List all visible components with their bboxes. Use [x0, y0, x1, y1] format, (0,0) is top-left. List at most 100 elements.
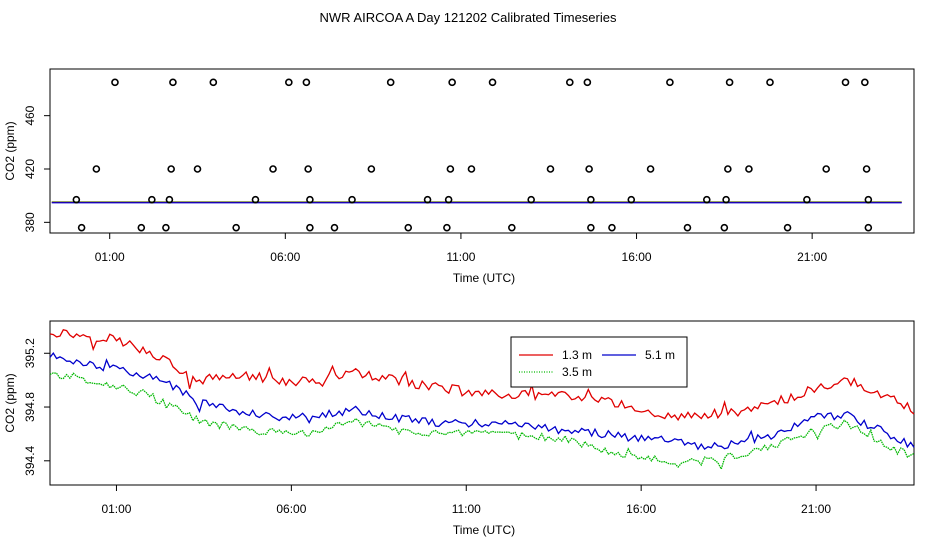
- calibration-point: [137, 223, 146, 232]
- chart-title: NWR AIRCOA A Day 121202 Calibrated Times…: [320, 10, 617, 25]
- bottom-x-tick-label: 16:00: [626, 502, 656, 516]
- calibration-point: [92, 165, 101, 173]
- bottom-x-axis: 01:00 06:00 11:00 16:00 21:00: [101, 485, 831, 516]
- calibration-point: [367, 165, 376, 173]
- top-series-lines: [51, 201, 902, 204]
- calibration-point: [162, 223, 170, 232]
- calibration-point: [724, 165, 732, 173]
- calibration-point: [608, 223, 616, 232]
- legend-box: [510, 336, 688, 388]
- calibration-point: [443, 223, 451, 232]
- calibration-point: [627, 195, 636, 204]
- calibration-point: [348, 195, 356, 204]
- legend-label-3-5m: 3.5 m: [562, 365, 592, 379]
- bottom-y-tick-label: 394.4: [23, 445, 37, 475]
- calibration-point: [285, 78, 293, 87]
- calibration-point: [330, 223, 339, 232]
- top-x-tick-label: 11:00: [446, 250, 475, 264]
- calibration-point: [702, 195, 711, 204]
- legend: 1.3 m 5.1 m 3.5 m: [510, 336, 688, 388]
- top-x-tick-label: 01:00: [95, 250, 125, 264]
- top-plot-frame: [49, 68, 915, 234]
- calibration-point: [193, 165, 202, 173]
- calibration-point: [165, 195, 174, 204]
- top-x-tick-label: 06:00: [270, 250, 300, 264]
- calibration-point: [302, 78, 311, 87]
- top-calibration-points: [72, 78, 873, 232]
- series-1-3m-line: [49, 329, 915, 422]
- calibration-point: [269, 165, 277, 173]
- top-y-tick-label: 420: [23, 159, 37, 179]
- calibration-point: [111, 78, 119, 87]
- calibration-point: [725, 78, 734, 87]
- bottom-y-tick-label: 394.8: [23, 392, 37, 422]
- calibration-point: [546, 165, 555, 173]
- top-y-axis-label: CO2 (ppm): [3, 121, 17, 180]
- calibration-point: [646, 165, 655, 173]
- top-y-axis: 380 420 460: [23, 105, 50, 232]
- bottom-series-lines: [49, 329, 915, 471]
- bottom-panel: 01:00 06:00 11:00 16:00 21:00 394.4 394.8 395.…: [3, 320, 915, 537]
- calibration-point: [822, 165, 830, 173]
- calibration-point: [783, 223, 792, 232]
- top-x-tick-label: 21:00: [797, 250, 827, 264]
- calibration-point: [566, 78, 574, 87]
- calibration-point: [169, 78, 177, 87]
- calibration-point: [446, 165, 455, 173]
- calibration-point: [444, 195, 453, 204]
- calibration-point: [766, 78, 774, 87]
- calibration-point: [583, 78, 592, 87]
- legend-label-1-3m: 1.3 m: [562, 348, 592, 362]
- calibration-point: [666, 78, 674, 87]
- calibration-point: [148, 195, 156, 204]
- bottom-x-tick-label: 06:00: [276, 502, 306, 516]
- calibration-point: [72, 195, 81, 204]
- calibration-point: [587, 195, 595, 204]
- calibration-point: [306, 195, 314, 204]
- top-x-axis-label: Time (UTC): [453, 271, 515, 285]
- calibration-point: [488, 78, 497, 87]
- bottom-plot-frame: [49, 320, 915, 486]
- calibration-point: [404, 223, 413, 232]
- calibration-point: [306, 223, 314, 232]
- bottom-y-tick-label: 395.2: [23, 338, 37, 368]
- calibration-point: [467, 165, 476, 173]
- calibration-point: [722, 195, 730, 204]
- bottom-x-axis-label: Time (UTC): [453, 523, 515, 537]
- series-3-5m-line: [49, 372, 915, 471]
- series-5-1m-line: [49, 351, 915, 451]
- calibration-point: [864, 195, 873, 204]
- top-x-axis: 01:00 06:00 11:00 16:00 21:00: [95, 233, 827, 264]
- calibration-point: [841, 78, 850, 87]
- calibration-point: [423, 195, 432, 204]
- calibration-point: [745, 165, 753, 173]
- calibration-point: [386, 78, 395, 87]
- top-y-tick-label: 380: [23, 212, 37, 232]
- calibration-point: [720, 223, 729, 232]
- calibration-point: [527, 195, 535, 204]
- calibration-point: [209, 78, 218, 87]
- bottom-x-tick-label: 11:00: [452, 502, 481, 516]
- calibration-point: [167, 165, 175, 173]
- bottom-y-axis-label: CO2 (ppm): [3, 373, 17, 432]
- calibration-point: [864, 223, 873, 232]
- top-x-tick-label: 16:00: [622, 250, 652, 264]
- calibration-point: [861, 78, 869, 87]
- calibration-point: [77, 223, 86, 232]
- bottom-x-tick-label: 01:00: [101, 502, 131, 516]
- top-y-tick-label: 460: [23, 105, 37, 125]
- calibration-point: [585, 165, 593, 173]
- top-panel: 01:00 06:00 11:00 16:00 21:00 380 420 460 Time…: [3, 68, 915, 285]
- legend-label-5-1m: 5.1 m: [645, 348, 675, 362]
- calibration-point: [304, 165, 312, 173]
- calibration-point: [508, 223, 516, 232]
- calibration-point: [251, 195, 260, 204]
- calibration-point: [587, 223, 595, 232]
- calibration-point: [448, 78, 456, 87]
- calibration-point: [862, 165, 871, 173]
- bottom-x-tick-label: 21:00: [801, 502, 831, 516]
- calibration-point: [683, 223, 692, 232]
- calibration-point: [232, 223, 240, 232]
- calibration-point: [803, 195, 811, 204]
